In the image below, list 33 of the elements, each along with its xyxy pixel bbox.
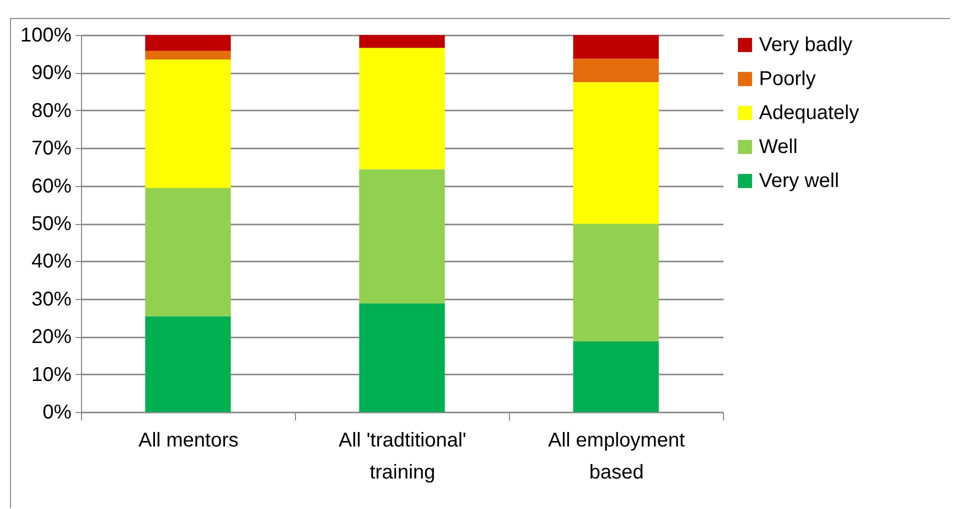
y-tick-label: 40% — [31, 250, 72, 273]
bar — [573, 342, 659, 412]
bar — [145, 35, 231, 51]
legend-label: Very well — [759, 170, 840, 192]
legend-label: Adequately — [759, 102, 860, 124]
bar — [145, 188, 231, 316]
x-tick-label: All employment based — [548, 430, 686, 484]
bar — [573, 224, 659, 342]
y-tick-label: 100% — [20, 24, 72, 46]
bar — [145, 316, 231, 412]
bar — [573, 82, 659, 224]
bar — [145, 50, 231, 60]
y-tick-label: 20% — [31, 326, 72, 348]
bar — [359, 303, 445, 412]
bar — [573, 35, 659, 59]
bar — [359, 48, 445, 170]
y-tick-label: 0% — [42, 402, 72, 424]
bar — [145, 60, 231, 188]
x-tick-label: All mentors — [138, 430, 239, 452]
y-tick-label: 50% — [31, 213, 72, 235]
y-tick-label: 80% — [31, 100, 72, 122]
legend-label: Poorly — [759, 68, 816, 90]
bar — [359, 35, 445, 48]
y-tick-label: 70% — [31, 138, 72, 160]
legend-label: Well — [759, 136, 798, 158]
y-tick-label: 60% — [31, 175, 72, 198]
legend-label: Very badly — [759, 34, 852, 56]
y-tick-label: 30% — [31, 288, 72, 310]
bar — [359, 169, 445, 304]
bar — [573, 58, 659, 82]
y-tick-label: 10% — [31, 364, 72, 386]
y-tick-label: 90% — [31, 62, 72, 84]
x-tick-label: All 'tradtitional' training — [338, 430, 466, 484]
